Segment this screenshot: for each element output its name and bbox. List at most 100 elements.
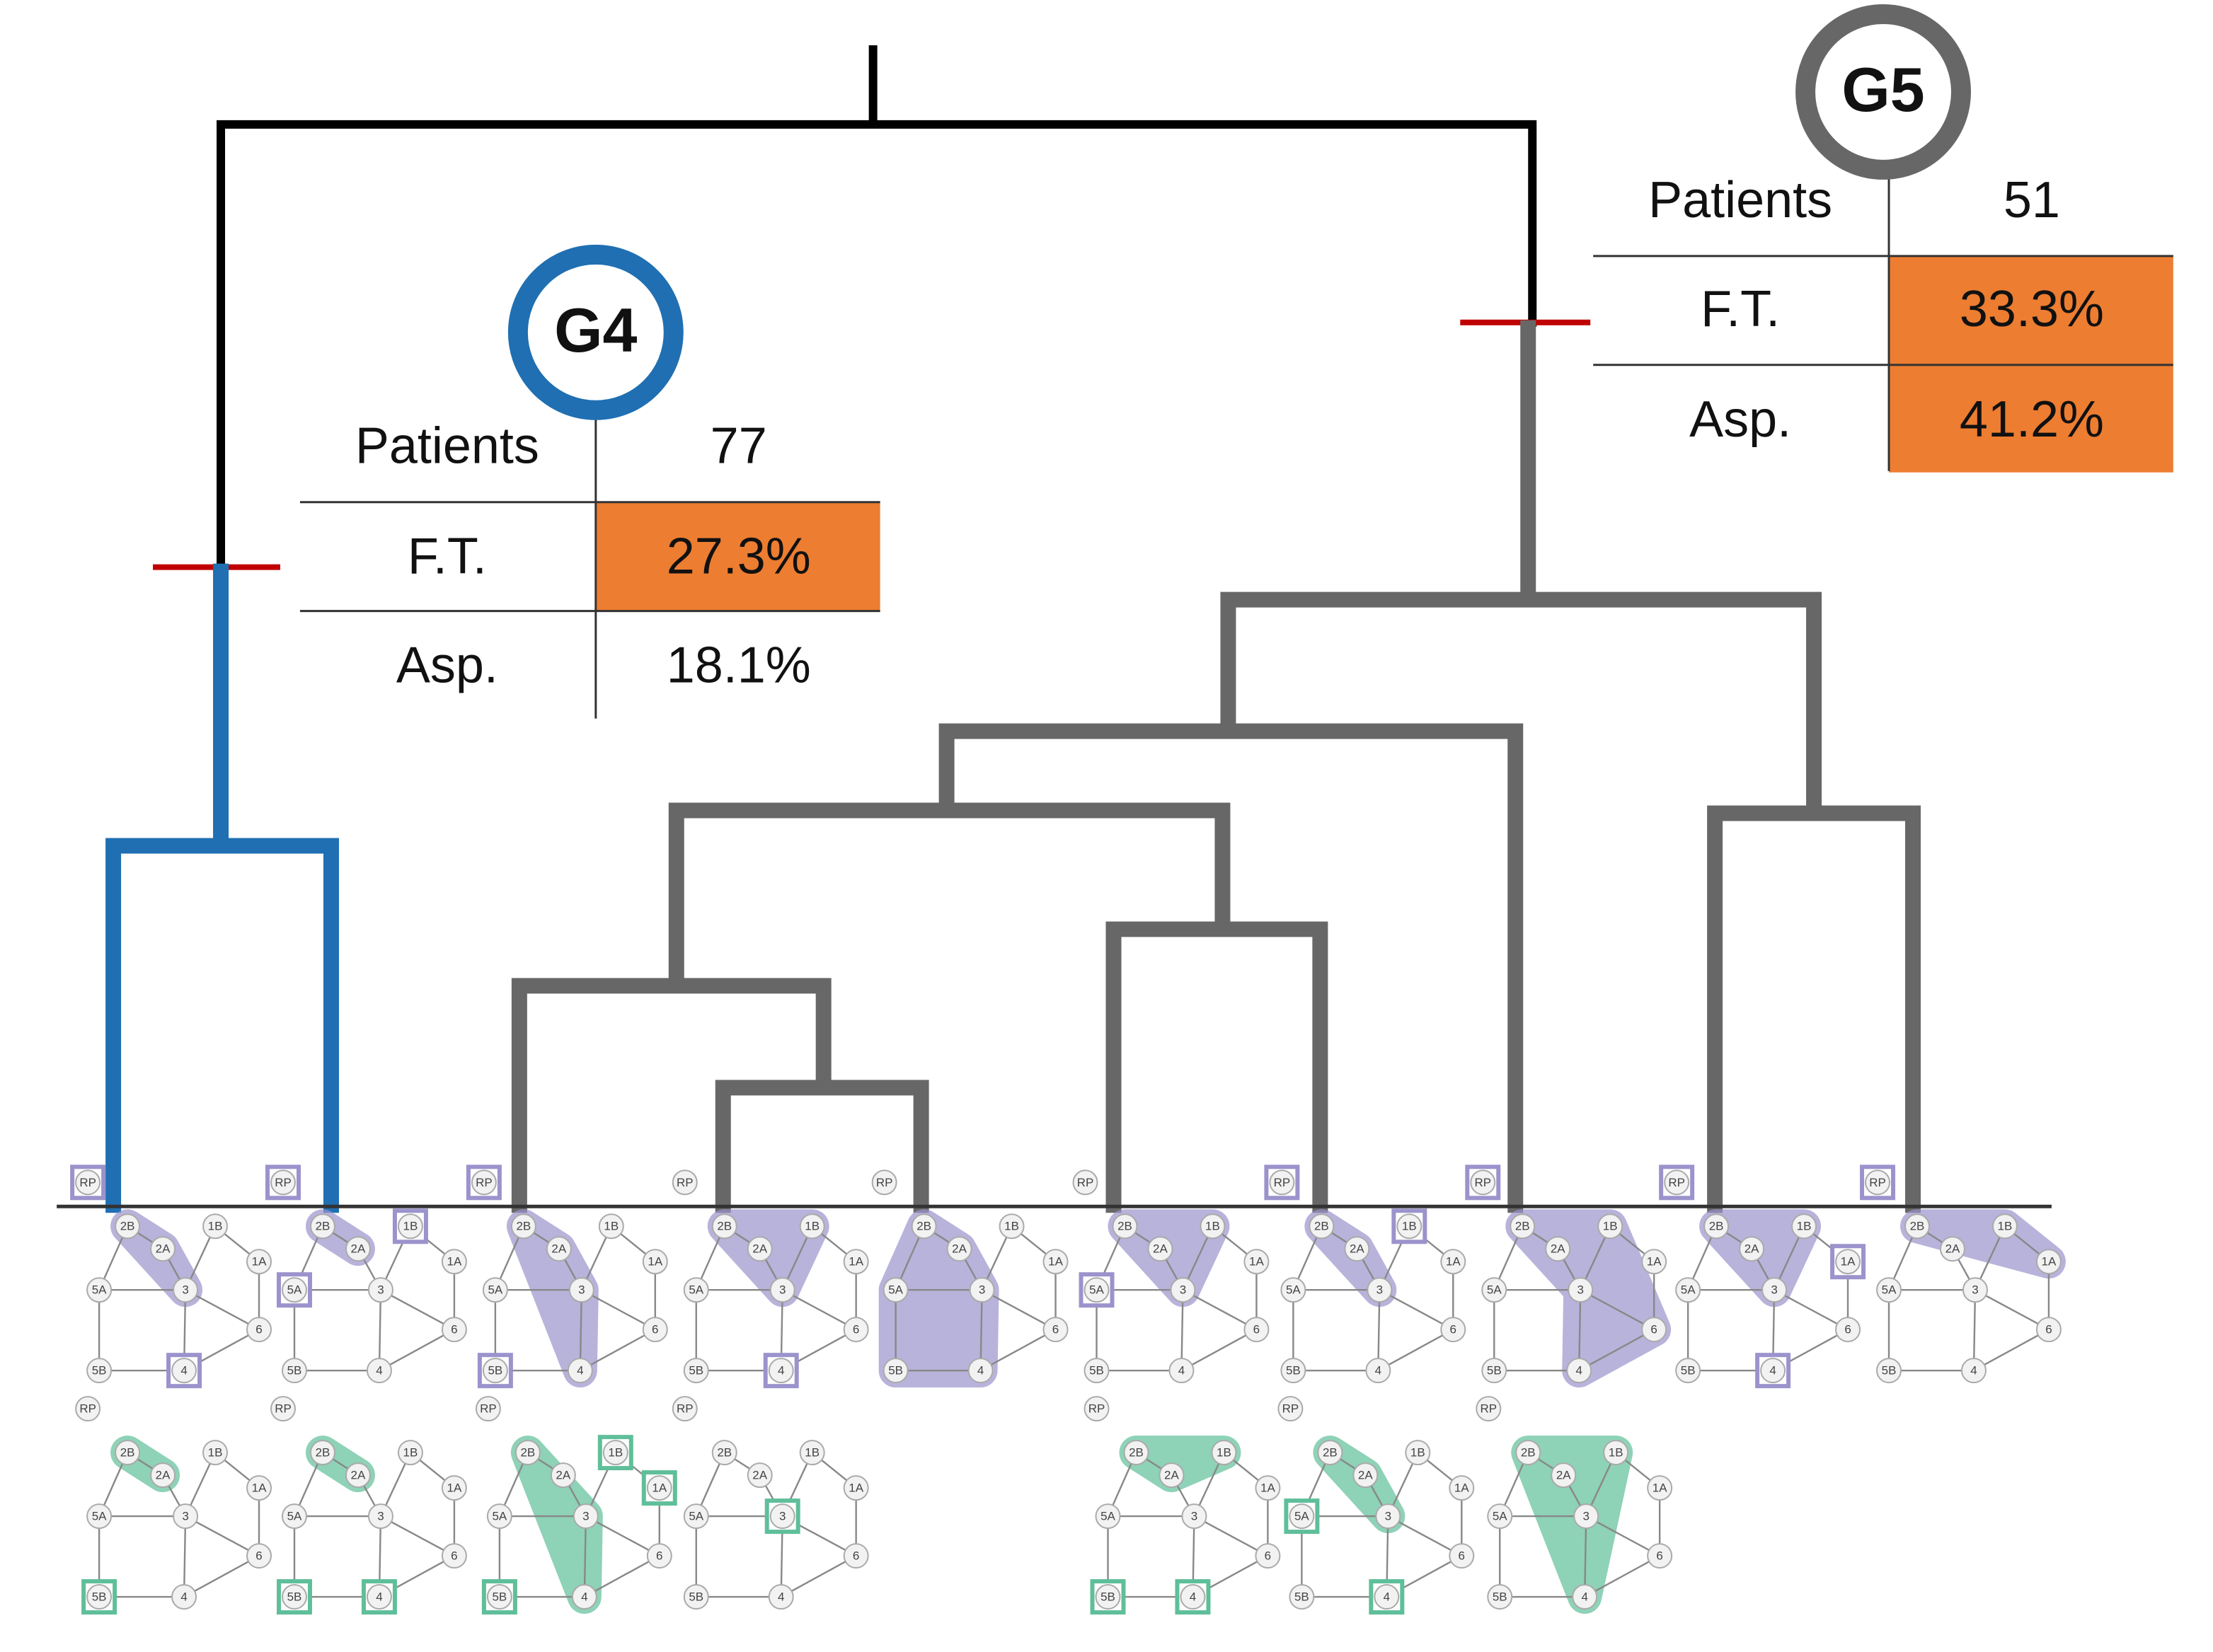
row-label: Asp.	[1689, 391, 1791, 448]
node-label: RP	[275, 1402, 292, 1416]
node-label: 5B	[92, 1364, 107, 1377]
node-label: 6	[255, 1323, 262, 1336]
node-label: 1B	[805, 1446, 820, 1460]
node-label: RP	[79, 1402, 96, 1416]
node-label: 2B	[916, 1220, 931, 1233]
node-label: RP	[1088, 1402, 1105, 1416]
graph-node	[1545, 1236, 1571, 1262]
graph-node	[1375, 1503, 1401, 1530]
node-label: 1A	[1048, 1255, 1063, 1269]
node-label: 6	[656, 1549, 662, 1563]
graph-edge	[1973, 1329, 2050, 1372]
node-label: 1B	[1410, 1446, 1425, 1460]
node-label: 2B	[316, 1446, 330, 1460]
node-label: 5A	[1294, 1510, 1309, 1523]
node-label: 5B	[1100, 1590, 1115, 1604]
node-label: 5A	[1286, 1283, 1301, 1297]
graph-node	[1703, 1213, 1730, 1240]
graph-node	[1573, 1503, 1599, 1530]
node-label: RP	[1282, 1402, 1299, 1416]
graph-node	[999, 1213, 1025, 1240]
graph-glyph: 2B 2A 1B 1A 5A 3 6 5B 4 RP	[75, 1396, 272, 1615]
group-badge	[507, 244, 684, 420]
graph-edge	[1584, 1516, 1587, 1598]
graph-node	[366, 1358, 392, 1384]
node-label: RP	[1077, 1176, 1094, 1189]
node-label: 4	[376, 1590, 382, 1604]
graph-edge	[583, 1516, 587, 1598]
group-badge	[1795, 4, 1971, 180]
graph-edge	[980, 1329, 1057, 1372]
graph-node	[150, 1462, 176, 1489]
graph-node	[1083, 1396, 1110, 1422]
row-value: 77	[711, 418, 767, 475]
node-label: 5B	[1294, 1590, 1309, 1604]
node-label: 4	[1769, 1364, 1776, 1377]
node-label: 4	[977, 1364, 984, 1377]
node-label: 2B	[1709, 1220, 1724, 1233]
node-label: 3	[182, 1283, 188, 1297]
graph-node	[1181, 1503, 1207, 1530]
graph-node	[1255, 1543, 1281, 1569]
node-label: 2A	[551, 1242, 566, 1256]
graph-node	[550, 1462, 576, 1489]
node-label: 6	[1052, 1323, 1059, 1336]
graph-node	[270, 1169, 296, 1196]
graph-node	[1487, 1503, 1513, 1530]
node-label: RP	[275, 1176, 292, 1189]
row-label: F.T.	[408, 528, 487, 585]
graph-node	[510, 1213, 536, 1240]
graph-node	[1835, 1317, 1861, 1343]
node-label: 6	[451, 1323, 457, 1336]
node-label: 6	[1844, 1323, 1851, 1336]
node-label: 5B	[492, 1590, 507, 1604]
graph-node	[1042, 1249, 1069, 1275]
node-label: 6	[853, 1323, 859, 1336]
node-label: 2B	[1117, 1220, 1132, 1233]
graph-node	[1876, 1358, 1902, 1384]
graph-node	[1396, 1213, 1422, 1240]
graph-node	[1675, 1358, 1701, 1384]
graph-node	[769, 1277, 795, 1303]
node-label: RP	[677, 1176, 694, 1189]
graph-node	[642, 1249, 668, 1275]
graph-node	[1487, 1584, 1513, 1610]
graph-node	[1664, 1169, 1690, 1196]
graph-node	[2035, 1249, 2062, 1275]
graph-node	[75, 1396, 101, 1422]
graph-node	[1647, 1543, 1673, 1569]
graph-edge	[1377, 1329, 1454, 1372]
graph-edge	[1578, 1329, 1655, 1372]
node-label: 4	[376, 1364, 382, 1377]
node-label: 2B	[717, 1220, 732, 1233]
graph-node	[1572, 1584, 1598, 1610]
graph-node	[1962, 1277, 1988, 1303]
node-label: 1B	[208, 1446, 223, 1460]
graph-node	[173, 1503, 199, 1530]
node-label: 4	[778, 1590, 784, 1604]
graph-node	[1243, 1249, 1270, 1275]
graph-node	[475, 1396, 501, 1422]
graph-node	[1876, 1277, 1902, 1303]
node-label: 6	[1656, 1549, 1662, 1563]
graph-node	[2035, 1317, 2062, 1343]
graph-glyph: 2B 2A 1B 1A 5A 3 6 5B 4 RP	[672, 1396, 869, 1610]
graph-node	[1269, 1169, 1295, 1196]
graph-glyph: 2B 2A 1B 1A 5A 3 6 5B 4 RP	[871, 1169, 1069, 1388]
node-label: 3	[1582, 1510, 1589, 1523]
node-label: 1A	[652, 1481, 667, 1495]
node-label: 4	[1190, 1590, 1196, 1604]
graph-edge	[979, 1290, 983, 1371]
graph-node	[1835, 1249, 1861, 1275]
graph-node	[486, 1503, 512, 1530]
node-label: 1A	[447, 1481, 462, 1495]
graph-node	[568, 1277, 594, 1303]
graph-node	[1939, 1236, 1965, 1262]
graph-node	[1309, 1213, 1335, 1240]
graph-edge	[1379, 1289, 1454, 1331]
graph-node	[1123, 1440, 1149, 1466]
graph-edge	[585, 1515, 660, 1557]
graph-node	[86, 1277, 113, 1303]
node-label: 5A	[1100, 1510, 1115, 1523]
